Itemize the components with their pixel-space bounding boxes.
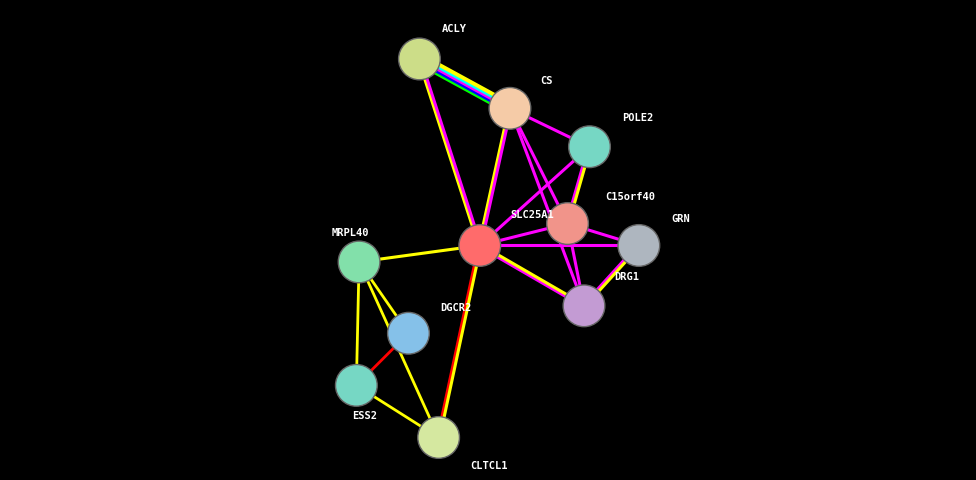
Text: GRN: GRN bbox=[671, 214, 691, 224]
Text: ESS2: ESS2 bbox=[352, 410, 377, 420]
Text: MRPL40: MRPL40 bbox=[332, 228, 369, 239]
Circle shape bbox=[547, 203, 589, 244]
Text: DRG1: DRG1 bbox=[614, 272, 639, 282]
Text: C15orf40: C15orf40 bbox=[605, 192, 655, 202]
Text: CS: CS bbox=[540, 76, 552, 86]
Circle shape bbox=[459, 225, 501, 266]
Circle shape bbox=[418, 417, 460, 458]
Text: POLE2: POLE2 bbox=[623, 113, 654, 123]
Circle shape bbox=[618, 225, 660, 266]
Circle shape bbox=[569, 126, 610, 168]
Text: DGCR2: DGCR2 bbox=[440, 303, 471, 313]
Circle shape bbox=[339, 241, 380, 283]
Circle shape bbox=[563, 285, 605, 327]
Circle shape bbox=[489, 87, 531, 129]
Circle shape bbox=[387, 312, 429, 354]
Circle shape bbox=[336, 364, 377, 406]
Text: CLTCL1: CLTCL1 bbox=[470, 461, 508, 471]
Text: ACLY: ACLY bbox=[441, 24, 467, 34]
Text: SLC25A1: SLC25A1 bbox=[509, 210, 553, 220]
Circle shape bbox=[398, 38, 440, 80]
